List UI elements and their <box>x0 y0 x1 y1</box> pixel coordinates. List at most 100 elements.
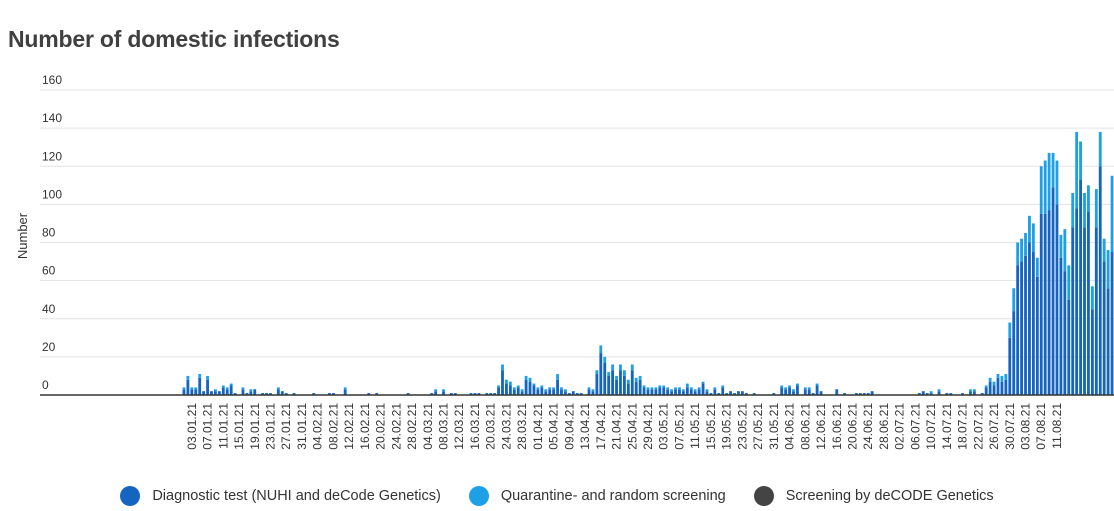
bar-diagnostic <box>1039 213 1043 395</box>
bar-diagnostic <box>449 393 453 395</box>
bar-quarantine <box>528 377 532 382</box>
bar-quarantine <box>646 387 650 390</box>
legend-item-decode[interactable]: Screening by deCODE Genetics <box>753 484 994 508</box>
bar-quarantine <box>1008 322 1012 338</box>
bar-diagnostic <box>328 393 331 395</box>
legend-label-diagnostic: Diagnostic test (NUHI and deCode Genetic… <box>152 488 441 504</box>
x-tick-label: 07.05.21 <box>673 403 687 450</box>
bar-diagnostic <box>615 379 618 395</box>
bar-quarantine <box>713 387 717 390</box>
bar-diagnostic <box>697 389 701 395</box>
bar-quarantine <box>796 383 799 386</box>
x-tick-label: 23.01.21 <box>264 403 278 450</box>
bar-diagnostic <box>194 389 198 395</box>
bar-diagnostic <box>331 393 335 395</box>
y-tick-label: 0 <box>42 378 49 392</box>
bar-diagnostic <box>744 393 748 395</box>
bar-diagnostic <box>186 379 190 395</box>
bar-diagnostic <box>1051 187 1055 395</box>
bar-diagnostic <box>1071 227 1075 395</box>
bar-quarantine <box>792 389 795 392</box>
bar-quarantine <box>190 387 194 390</box>
bar-quarantine <box>658 385 662 388</box>
bar-quarantine <box>520 389 524 392</box>
bar-diagnostic <box>949 393 953 395</box>
bar-quarantine <box>587 387 591 390</box>
bar-diagnostic <box>689 389 693 395</box>
bar-diagnostic <box>1102 261 1106 395</box>
bar-quarantine <box>552 387 556 390</box>
bar-diagnostic <box>261 393 265 395</box>
y-tick-labels: 0 20 40 60 80 100 120 140 160 <box>42 73 62 392</box>
bar-diagnostic <box>642 387 646 395</box>
legend-item-diagnostic[interactable]: Diagnostic test (NUHI and deCode Genetic… <box>120 484 441 508</box>
bar-quarantine <box>1047 152 1051 211</box>
legend-item-quarantine[interactable]: Quarantine- and random screening <box>468 484 726 508</box>
x-tick-label: 24.03.21 <box>499 403 513 450</box>
bar-diagnostic <box>807 389 811 395</box>
x-tick-label: 14.07.21 <box>940 403 954 450</box>
bar-diagnostic <box>996 377 1000 395</box>
bar-quarantine <box>194 387 198 390</box>
bar-diagnostic <box>493 393 497 395</box>
bar-diagnostic <box>241 389 245 395</box>
bar-quarantine <box>1098 131 1102 167</box>
bar-diagnostic <box>855 393 858 395</box>
bar-diagnostic <box>497 387 500 395</box>
bars <box>182 131 1114 395</box>
x-tick-label: 20.06.21 <box>846 403 860 450</box>
bar-diagnostic <box>501 370 504 395</box>
bar-quarantine <box>225 387 229 390</box>
bar-diagnostic <box>202 391 206 395</box>
bar-diagnostic <box>1043 213 1047 395</box>
bar-diagnostic <box>1090 309 1094 395</box>
bar-quarantine <box>705 389 709 392</box>
bar-quarantine <box>229 383 233 386</box>
bar-quarantine <box>1043 160 1047 214</box>
y-tick-label: 120 <box>42 149 62 163</box>
bar-diagnostic <box>929 393 933 395</box>
bar-diagnostic <box>626 383 630 395</box>
bar-diagnostic <box>587 389 591 395</box>
x-tick-label: 16.03.21 <box>468 403 482 450</box>
x-tick-label: 30.07.21 <box>1003 403 1017 450</box>
bar-diagnostic <box>520 391 524 395</box>
x-tick-label: 17.04.21 <box>594 403 608 450</box>
bar-quarantine <box>622 370 626 376</box>
bar-diagnostic <box>654 389 658 395</box>
x-tick-label: 19.05.21 <box>720 403 734 450</box>
bar-diagnostic <box>937 391 941 395</box>
bar-quarantine <box>548 387 552 390</box>
bar-diagnostic <box>681 391 685 395</box>
x-tick-label: 26.07.21 <box>987 403 1001 450</box>
bar-diagnostic <box>221 387 225 395</box>
bar-quarantine <box>599 345 603 354</box>
bar-diagnostic <box>992 385 996 395</box>
bar-diagnostic <box>532 385 536 395</box>
bar-diagnostic <box>607 375 611 395</box>
x-tick-label: 31.05.21 <box>767 403 781 450</box>
bar-diagnostic <box>516 387 520 395</box>
bar-diagnostic <box>312 393 316 395</box>
bar-quarantine <box>532 383 536 386</box>
bar-quarantine <box>434 389 438 392</box>
bar-quarantine <box>650 387 654 390</box>
bar-diagnostic <box>591 391 595 395</box>
bar-quarantine <box>221 385 225 388</box>
bar-quarantine <box>1059 234 1063 258</box>
bar-quarantine <box>992 381 996 386</box>
bar-diagnostic <box>1055 204 1059 395</box>
bar-diagnostic <box>717 393 721 395</box>
bar-quarantine <box>556 374 559 380</box>
x-tick-label: 04.06.21 <box>783 403 797 450</box>
bar-diagnostic <box>1094 227 1098 395</box>
bar-diagnostic <box>579 393 583 395</box>
y-tick-label: 40 <box>42 302 56 316</box>
bar-quarantine <box>988 377 992 382</box>
bar-quarantine <box>1063 229 1067 272</box>
x-tick-label: 20.03.21 <box>484 403 498 450</box>
bar-diagnostic <box>233 393 237 395</box>
bar-diagnostic <box>190 389 194 395</box>
bar-quarantine <box>591 389 595 392</box>
bar-quarantine <box>721 385 725 388</box>
